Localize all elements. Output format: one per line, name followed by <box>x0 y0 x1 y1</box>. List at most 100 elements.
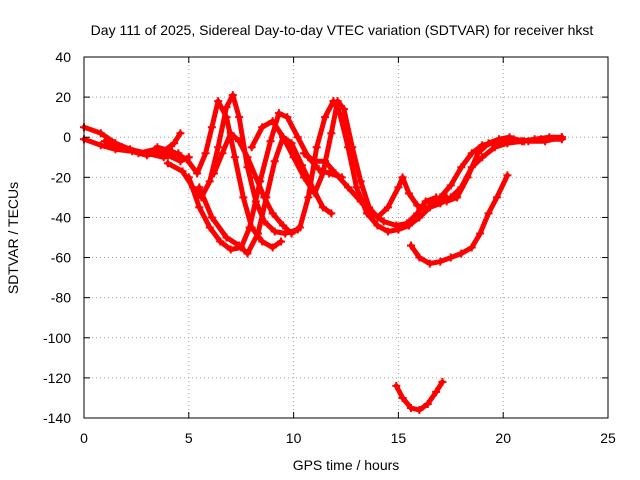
data-point <box>96 141 105 150</box>
data-point <box>383 227 392 236</box>
data-point <box>312 143 321 152</box>
data-point <box>266 137 275 146</box>
y-tick-label: -80 <box>51 290 71 306</box>
data-point <box>279 133 288 142</box>
x-tick-label: 5 <box>185 430 193 446</box>
data-point <box>432 387 441 396</box>
y-tick-label: -100 <box>43 330 71 346</box>
x-tick-label: 0 <box>80 430 88 446</box>
data-point <box>274 109 283 118</box>
data-point <box>503 171 512 180</box>
data-point <box>230 153 239 162</box>
data-point <box>153 143 162 152</box>
data-point <box>499 137 508 146</box>
x-tick-label: 20 <box>495 430 511 446</box>
data-point <box>373 221 382 230</box>
data-point <box>557 133 566 142</box>
data-point <box>415 405 424 414</box>
y-tick-label: -140 <box>43 410 71 426</box>
data-point <box>243 153 252 162</box>
data-point <box>392 221 401 230</box>
series-track-m <box>406 171 512 268</box>
data-point <box>216 237 225 246</box>
y-tick-label: 0 <box>63 129 71 145</box>
x-tick-label: 25 <box>600 430 616 446</box>
x-tick-label: 15 <box>391 430 407 446</box>
data-point <box>117 143 126 152</box>
data-point <box>476 229 485 238</box>
data-point <box>318 203 327 212</box>
data-point <box>170 139 179 148</box>
data-point <box>205 223 214 232</box>
data-point <box>438 377 447 386</box>
data-point <box>247 143 256 152</box>
data-point <box>207 123 216 132</box>
data-point <box>398 173 407 182</box>
data-point <box>195 203 204 212</box>
data-point <box>310 157 319 166</box>
data-point <box>134 149 143 158</box>
data-point <box>304 193 313 202</box>
data-point <box>492 193 501 202</box>
data-point <box>333 97 342 106</box>
plot-frame <box>83 56 609 419</box>
data-point <box>352 183 361 192</box>
data-point <box>415 253 424 262</box>
data-point <box>268 209 277 218</box>
data-point <box>327 129 336 138</box>
data-point <box>239 193 248 202</box>
data-point <box>356 197 365 206</box>
data-point <box>168 147 177 156</box>
data-point <box>245 223 254 232</box>
data-point <box>404 189 413 198</box>
data-point <box>96 129 105 138</box>
data-point <box>176 129 185 138</box>
data-point <box>392 381 401 390</box>
data-point <box>300 173 309 182</box>
data-point <box>287 229 296 238</box>
data-point <box>277 237 286 246</box>
data-point <box>321 113 330 122</box>
data-point <box>182 155 191 164</box>
y-tick-label: -20 <box>51 169 71 185</box>
data-point <box>379 217 388 226</box>
data-point <box>406 403 415 412</box>
data-point <box>348 143 357 152</box>
data-point <box>209 169 218 178</box>
y-tick-label: -60 <box>51 250 71 266</box>
y-tick-label: 40 <box>55 49 71 65</box>
data-point <box>258 237 267 246</box>
data-point <box>228 91 237 100</box>
data-point <box>415 213 424 222</box>
data-point <box>295 223 304 232</box>
data-point <box>484 209 493 218</box>
data-point <box>425 259 434 268</box>
data-point <box>467 243 476 252</box>
data-point <box>318 169 327 178</box>
grid-layer <box>84 57 608 418</box>
data-point <box>310 189 319 198</box>
tick-layer: 0 5 10 15 20 25 40 20 0 -20 -40 -60 -80 -100 -120 -140 <box>43 49 616 446</box>
data-point <box>222 103 231 112</box>
data-point <box>100 137 109 146</box>
data-point <box>383 203 392 212</box>
data-point <box>201 149 210 158</box>
series-track-l <box>425 133 566 208</box>
data-point <box>331 169 340 178</box>
data-point <box>369 209 378 218</box>
data-point <box>478 153 487 162</box>
data-point <box>235 113 244 122</box>
data-point <box>205 177 214 186</box>
data-point <box>344 183 353 192</box>
data-point <box>258 123 267 132</box>
series-track <box>154 98 284 250</box>
data-point <box>293 133 302 142</box>
data-point <box>193 169 202 178</box>
data-point <box>404 221 413 230</box>
data-point <box>423 399 432 408</box>
data-point <box>226 129 235 138</box>
data-point <box>436 193 445 202</box>
data-point <box>524 137 533 146</box>
